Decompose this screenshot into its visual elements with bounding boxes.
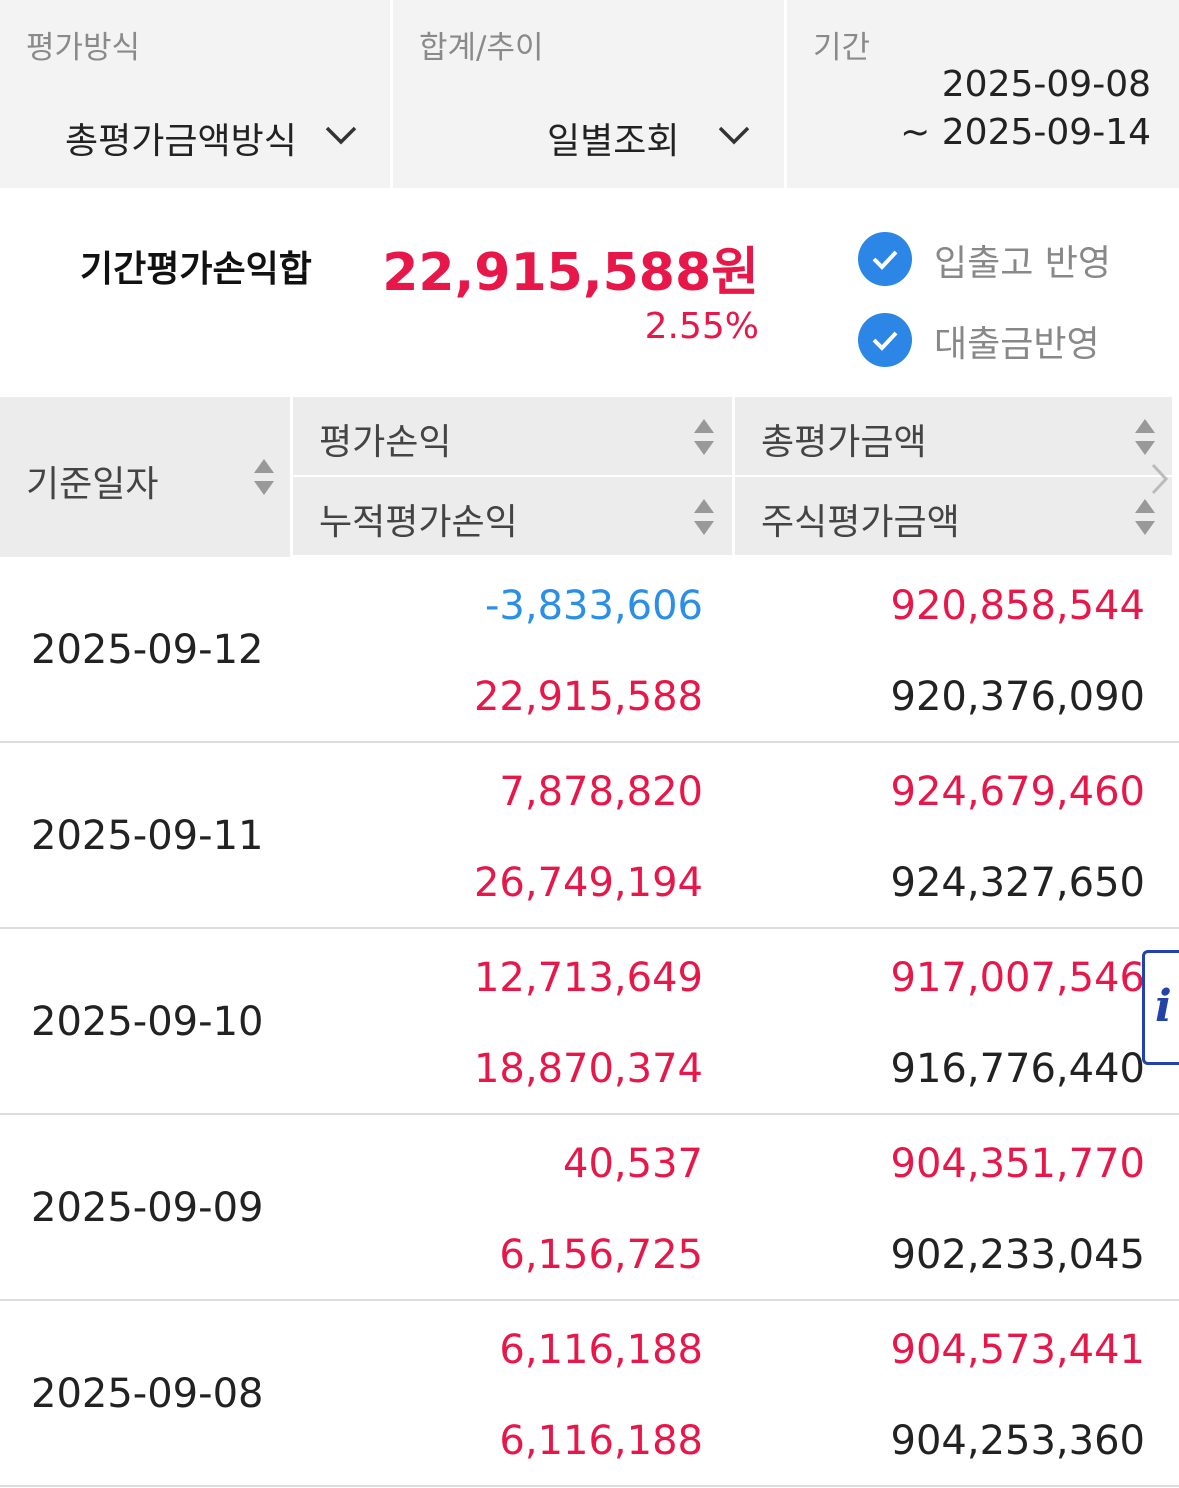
value-cell: 916,776,440 xyxy=(890,1046,1145,1092)
date-cell: 2025-09-12 xyxy=(31,627,264,673)
value-cell: 7,878,820 xyxy=(499,769,703,815)
table-body: 2025-09-12 -3,833,606 22,915,588 920,858,54… xyxy=(0,557,1179,1488)
filter-label: 기간 xyxy=(813,30,871,66)
summary-label: 기간평가손익합 xyxy=(80,249,312,290)
value-cell: 904,573,441 xyxy=(890,1327,1145,1373)
value-cell: 6,116,188 xyxy=(499,1418,703,1464)
separator xyxy=(390,0,393,188)
header-label: 누적평가손익 xyxy=(319,502,518,543)
value-cell: 12,713,649 xyxy=(473,955,703,1001)
header-label: 주식평가금액 xyxy=(761,502,960,543)
header-cell[interactable]: 평가손익 xyxy=(293,397,732,475)
value-cell: 904,351,770 xyxy=(890,1141,1145,1187)
header-cell[interactable]: 누적평가손익 xyxy=(293,477,732,555)
period-end: ~ 2025-09-14 xyxy=(900,112,1151,153)
check-icon xyxy=(858,313,912,367)
value-cell: 6,156,725 xyxy=(499,1232,703,1278)
sort-icon xyxy=(254,459,274,495)
value-cell: 920,376,090 xyxy=(890,674,1145,720)
table-row[interactable]: 2025-09-11 7,878,820 26,749,194 924,679,460… xyxy=(0,743,1179,929)
value-cell: 904,253,360 xyxy=(890,1418,1145,1464)
date-cell: 2025-09-10 xyxy=(31,999,264,1045)
summary-rate: 2.55% xyxy=(644,306,759,347)
check-icon xyxy=(858,232,912,286)
chevron-down xyxy=(325,126,357,145)
period-start: 2025-09-08 xyxy=(941,64,1151,105)
value-cell: 22,915,588 xyxy=(473,674,703,720)
value-cell: 902,233,045 xyxy=(890,1232,1145,1278)
sort-icon xyxy=(694,499,714,535)
value-cell: 18,870,374 xyxy=(473,1046,703,1092)
header-date[interactable]: 기준일자 xyxy=(0,397,290,557)
info-button[interactable]: i xyxy=(1142,950,1179,1065)
filter-eval-method[interactable]: 평가방식 총평가금액방식 xyxy=(0,0,390,188)
filter-bar xyxy=(0,0,1179,188)
header-label: 기준일자 xyxy=(26,464,159,505)
summary-amount: 22,915,588원 xyxy=(382,243,759,303)
table-row[interactable]: 2025-09-12 -3,833,606 22,915,588 920,858,54… xyxy=(0,557,1179,743)
filter-label: 합계/추이 xyxy=(419,30,544,66)
header-cell[interactable]: 총평가금액 xyxy=(735,397,1172,475)
header-cell[interactable]: 주식평가금액 xyxy=(735,477,1172,555)
value-cell: 6,116,188 xyxy=(499,1327,703,1373)
sort-icon xyxy=(694,419,714,455)
value-cell: 924,327,650 xyxy=(890,860,1145,906)
value-cell: 40,537 xyxy=(563,1141,703,1187)
table-row[interactable]: 2025-09-10 12,713,649 18,870,374 917,007,54… xyxy=(0,929,1179,1115)
date-cell: 2025-09-08 xyxy=(31,1371,264,1417)
chevron-down xyxy=(718,126,750,145)
header-label: 총평가금액 xyxy=(761,422,927,463)
value-cell: 917,007,546 xyxy=(890,955,1145,1001)
filter-value: 일별조회 xyxy=(547,121,680,162)
sort-icon xyxy=(1135,499,1155,535)
checkbox-label: 대출금반영 xyxy=(934,324,1100,365)
sort-icon xyxy=(1135,419,1155,455)
filter-period[interactable]: 기간 2025-09-08 ~ 2025-09-14 xyxy=(787,0,1179,188)
table-row[interactable]: 2025-09-08 6,116,188 6,116,188 904,573,441 9… xyxy=(0,1301,1179,1487)
date-cell: 2025-09-11 xyxy=(31,813,264,859)
value-cell: 26,749,194 xyxy=(473,860,703,906)
table-row[interactable]: 2025-09-09 40,537 6,156,725 904,351,770 902,… xyxy=(0,1115,1179,1301)
date-cell: 2025-09-09 xyxy=(31,1185,264,1231)
value-cell: -3,833,606 xyxy=(484,583,703,629)
value-cell: 920,858,544 xyxy=(890,583,1145,629)
filter-label: 평가방식 xyxy=(26,30,141,66)
info-icon: i xyxy=(1155,981,1172,1032)
filter-value: 총평가금액방식 xyxy=(65,121,297,162)
filter-sum-trend[interactable]: 합계/추이 일별조회 xyxy=(393,0,784,188)
separator xyxy=(784,0,787,188)
header-label: 평가손익 xyxy=(319,422,452,463)
checkbox-label: 입출고 반영 xyxy=(934,243,1112,284)
scroll-right-arrow[interactable] xyxy=(1150,462,1170,496)
value-cell: 924,679,460 xyxy=(890,769,1145,815)
